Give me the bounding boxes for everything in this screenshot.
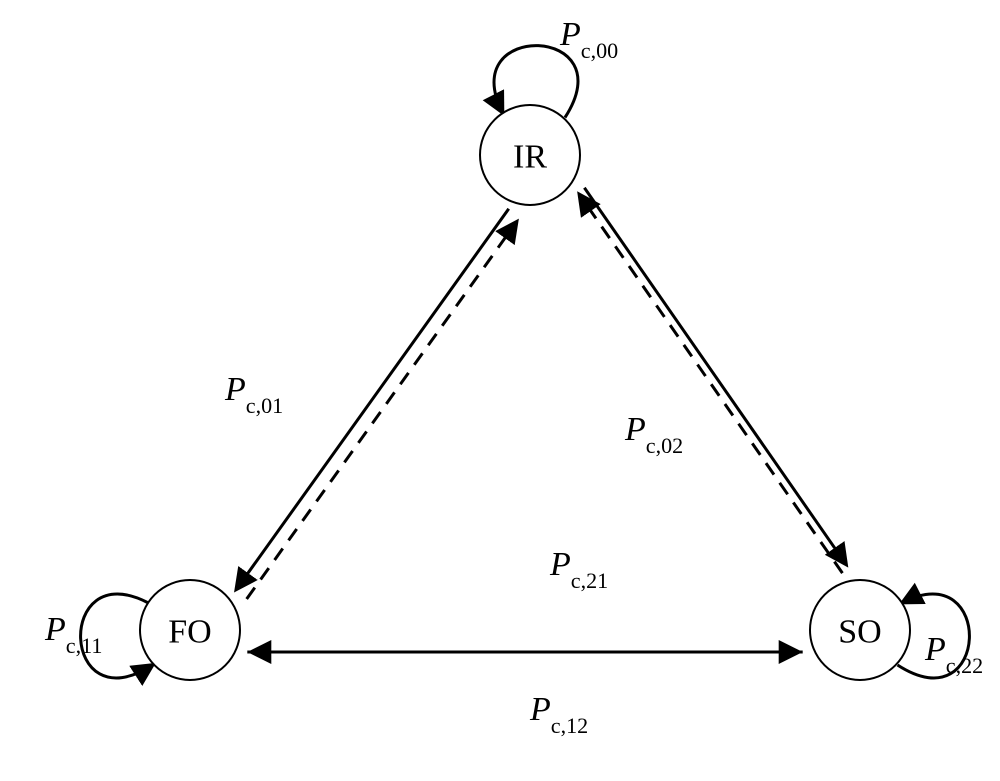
edge-p02 — [584, 188, 846, 565]
state-diagram: IRFOSO Pc,00Pc,11Pc,22Pc,01Pc,02Pc,21Pc,… — [0, 0, 1000, 781]
edge-label-p12: Pc,12 — [529, 691, 588, 738]
node-label-so: SO — [838, 614, 881, 651]
edge-label-p22: Pc,22 — [924, 631, 983, 678]
node-label-fo: FO — [168, 614, 211, 651]
node-label-ir: IR — [513, 139, 547, 176]
edge-label-p11: Pc,11 — [44, 611, 102, 658]
edge-p10 — [247, 222, 517, 599]
edge-label-p01: Pc,01 — [224, 371, 283, 418]
node-fo: FO — [140, 580, 240, 680]
edge-p20 — [579, 195, 842, 574]
node-so: SO — [810, 580, 910, 680]
edge-label-p21: Pc,21 — [549, 546, 608, 593]
edge-label-p02: Pc,02 — [624, 411, 683, 458]
node-ir: IR — [480, 105, 580, 205]
